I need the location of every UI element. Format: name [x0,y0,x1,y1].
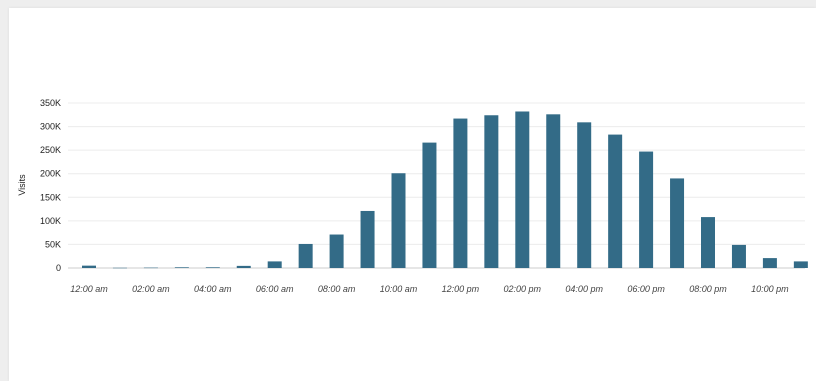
y-tick-label: 0 [56,263,61,273]
bar[interactable] [731,244,746,268]
x-tick-label: 12:00 pm [442,284,480,294]
y-tick-label: 200K [40,169,61,179]
bar[interactable] [422,142,437,268]
y-axis-title: Visits [17,174,27,196]
bar[interactable] [298,243,313,268]
y-tick-label: 350K [40,98,61,108]
y-tick-label: 250K [40,145,61,155]
bar[interactable] [608,134,623,268]
bar[interactable] [793,261,808,268]
bar[interactable] [639,151,654,268]
x-tick-label: 02:00 pm [504,284,542,294]
bar[interactable] [360,210,375,268]
x-tick-label: 10:00 am [380,284,418,294]
bar[interactable] [515,111,530,268]
y-axis-ticks: 0 50K 100K 150K 200K 250K 300K 350K [40,98,61,273]
gridlines [68,102,805,269]
x-tick-label: 10:00 pm [751,284,789,294]
x-tick-label: 12:00 am [70,284,108,294]
bar[interactable] [267,261,282,268]
x-tick-label: 06:00 pm [627,284,665,294]
x-tick-label: 08:00 pm [689,284,727,294]
bar[interactable] [391,173,406,268]
bar[interactable] [112,267,127,269]
bar[interactable] [236,265,251,268]
bar[interactable] [762,258,777,268]
y-tick-label: 150K [40,192,61,202]
bar[interactable] [205,267,220,268]
x-tick-label: 06:00 am [256,284,294,294]
bar[interactable] [329,234,344,268]
y-tick-label: 50K [45,239,61,249]
bar[interactable] [82,265,96,268]
bars [82,111,808,269]
y-tick-label: 100K [40,216,61,226]
bar[interactable] [577,122,592,268]
x-tick-label: 04:00 pm [565,284,603,294]
bar[interactable] [484,115,499,268]
bar[interactable] [701,217,715,268]
bar[interactable] [453,118,468,268]
bar[interactable] [670,178,685,268]
bar[interactable] [143,267,158,269]
y-tick-label: 300K [40,122,61,132]
bar[interactable] [546,114,561,268]
x-tick-label: 04:00 am [194,284,232,294]
x-tick-label: 08:00 am [318,284,356,294]
x-tick-label: 02:00 am [132,284,170,294]
x-axis-ticks: 12:00 am 02:00 am 04:00 am 06:00 am 08:00 am… [70,284,789,294]
bar[interactable] [174,267,189,268]
